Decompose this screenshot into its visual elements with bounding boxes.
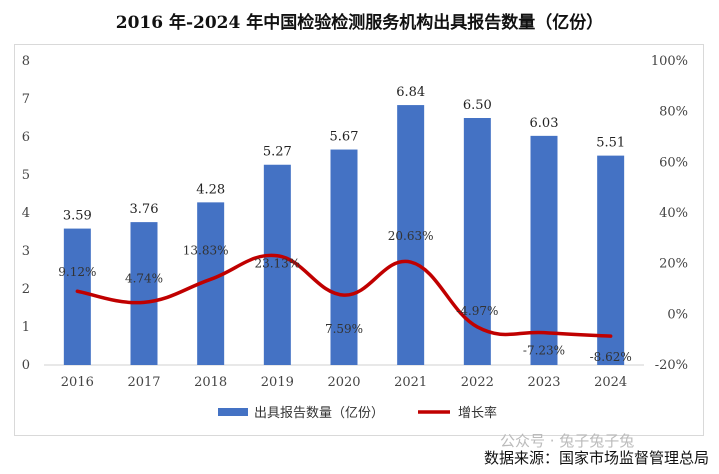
legend-label-bars: 出具报告数量（亿份） — [254, 406, 384, 421]
bar — [530, 135, 558, 365]
growth-rate-line — [75, 253, 613, 338]
x-tick-label: 2024 — [594, 375, 627, 390]
y-right-tick-label: 100% — [651, 54, 688, 69]
y-left-tick-label: 8 — [22, 54, 30, 69]
bar-value-label: 3.76 — [130, 202, 159, 217]
y-right-tick-label: -20% — [655, 358, 688, 373]
y-left-tick-label: 5 — [22, 168, 30, 183]
growth-rate-label: -4.97% — [456, 304, 498, 318]
growth-rate-label: 9.12% — [58, 265, 96, 279]
y-left-tick-label: 1 — [22, 320, 30, 335]
growth-rate-label: 7.59% — [325, 322, 363, 336]
growth-rate-label: -8.62% — [590, 350, 632, 364]
bar-value-label: 6.84 — [396, 85, 425, 100]
growth-rate-label: -7.23% — [523, 344, 565, 358]
y-right-tick-label: 20% — [659, 257, 688, 272]
bar-value-label: 4.28 — [196, 182, 225, 197]
y-left-tick-label: 4 — [22, 206, 30, 221]
x-tick-label: 2019 — [261, 375, 294, 390]
bar — [463, 118, 491, 365]
chart-title: 2016 年-2024 年中国检验检测服务机构出具报告数量（亿份） — [115, 13, 604, 33]
source-note: 数据来源：国家市场监督管理总局 — [483, 449, 709, 467]
x-tick-label: 2020 — [327, 375, 360, 390]
y-right-tick-label: 60% — [659, 155, 688, 170]
watermark: 公众号 · 兔子兔子兔 — [500, 432, 635, 450]
bar-value-label: 5.27 — [263, 145, 292, 160]
y-right-tick-label: 40% — [659, 206, 688, 221]
bar — [597, 155, 625, 365]
legend-swatch-bars — [218, 408, 248, 416]
x-tick-label: 2016 — [61, 375, 94, 390]
bar — [130, 222, 158, 365]
bar-value-label: 3.59 — [63, 209, 92, 224]
bar-value-label: 6.03 — [530, 116, 559, 131]
x-tick-label: 2022 — [461, 375, 494, 390]
growth-rate-label: 23.13% — [254, 257, 300, 271]
y-left-tick-label: 2 — [22, 282, 30, 297]
y-left-tick-label: 6 — [22, 130, 30, 145]
bar — [263, 164, 291, 365]
x-tick-label: 2023 — [527, 375, 560, 390]
y-right-tick-label: 0% — [667, 307, 688, 322]
bar — [63, 228, 91, 365]
bar-value-label: 6.50 — [463, 98, 492, 113]
bar — [397, 105, 425, 365]
chart-frame — [14, 44, 704, 436]
x-tick-label: 2017 — [127, 375, 160, 390]
y-right-tick-label: 80% — [659, 105, 688, 120]
y-left-tick-label: 7 — [22, 92, 30, 107]
growth-rate-label: 13.83% — [183, 243, 229, 257]
y-left-tick-label: 3 — [22, 244, 30, 259]
x-tick-label: 2021 — [394, 375, 427, 390]
growth-rate-label: 4.74% — [125, 271, 163, 285]
growth-rate-label: 20.63% — [388, 229, 434, 243]
bar-value-label: 5.51 — [596, 136, 625, 151]
bar — [330, 149, 358, 365]
legend-label-line: 增长率 — [458, 405, 497, 421]
x-tick-label: 2018 — [194, 375, 227, 390]
y-left-tick-label: 0 — [22, 358, 30, 373]
bar-value-label: 5.67 — [330, 130, 359, 145]
